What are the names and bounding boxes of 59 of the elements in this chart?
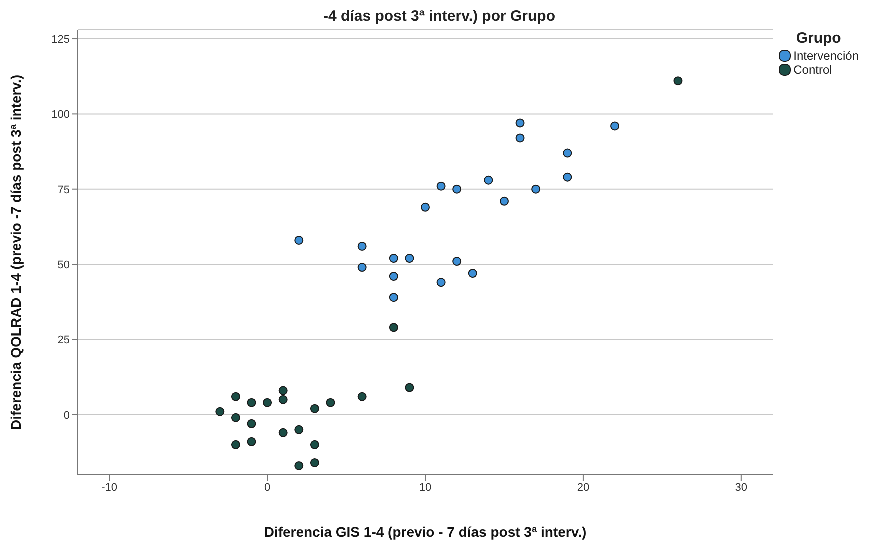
y-tick-label: 125 <box>52 34 70 46</box>
point <box>610 122 620 131</box>
y-tick-label: 75 <box>58 184 70 196</box>
point <box>389 293 398 302</box>
point <box>358 263 367 272</box>
point <box>405 254 414 264</box>
point <box>389 254 398 264</box>
point <box>452 257 462 266</box>
point <box>247 419 256 428</box>
point <box>563 148 572 158</box>
point <box>421 202 430 212</box>
point <box>405 383 414 392</box>
y-tick-label: 100 <box>52 109 70 122</box>
point <box>263 398 272 408</box>
y-tick-label: 50 <box>58 259 70 272</box>
x-tick-label: 20 <box>577 482 590 494</box>
point <box>389 323 398 332</box>
point <box>294 236 304 245</box>
legend-label: Control <box>794 63 832 77</box>
point <box>278 386 288 396</box>
y-axis-title: Diferencia QOLRAD 1-4 (previo -7 días post 3ª interv.) <box>8 74 24 430</box>
point <box>516 134 525 143</box>
point <box>231 440 240 450</box>
point <box>532 184 541 194</box>
point <box>278 395 288 404</box>
legend-title: Grupo <box>795 30 842 47</box>
chart-title: -4 días post 3ª interv.) por Grupo <box>322 8 556 25</box>
point <box>516 118 525 128</box>
point <box>674 76 683 86</box>
x-axis-title: Diferencia GIS 1-4 (previo - 7 días post 3ª interv.) <box>264 524 587 540</box>
point <box>247 437 256 446</box>
point <box>310 404 320 414</box>
point <box>310 458 320 468</box>
x-tick-label: -10 <box>102 482 118 494</box>
point <box>294 461 304 470</box>
point <box>231 413 240 422</box>
legend-label: Intervención <box>794 49 859 63</box>
point <box>563 172 572 182</box>
point <box>294 425 304 434</box>
x-tick-label: 0 <box>264 482 271 494</box>
point <box>468 269 478 278</box>
point <box>358 392 367 402</box>
point <box>278 428 288 438</box>
point <box>310 440 320 450</box>
point <box>500 196 509 206</box>
point <box>247 398 256 408</box>
point <box>389 272 398 282</box>
y-tick-label: 0 <box>64 410 70 422</box>
point <box>231 392 240 402</box>
point <box>326 398 336 408</box>
y-tick-label: 25 <box>58 334 70 347</box>
point <box>358 242 367 251</box>
point <box>436 182 446 191</box>
point <box>484 176 494 185</box>
x-tick-label: 30 <box>735 482 748 494</box>
x-tick-label: 10 <box>419 482 432 494</box>
point <box>452 184 462 194</box>
point <box>216 407 225 416</box>
point <box>436 278 446 288</box>
